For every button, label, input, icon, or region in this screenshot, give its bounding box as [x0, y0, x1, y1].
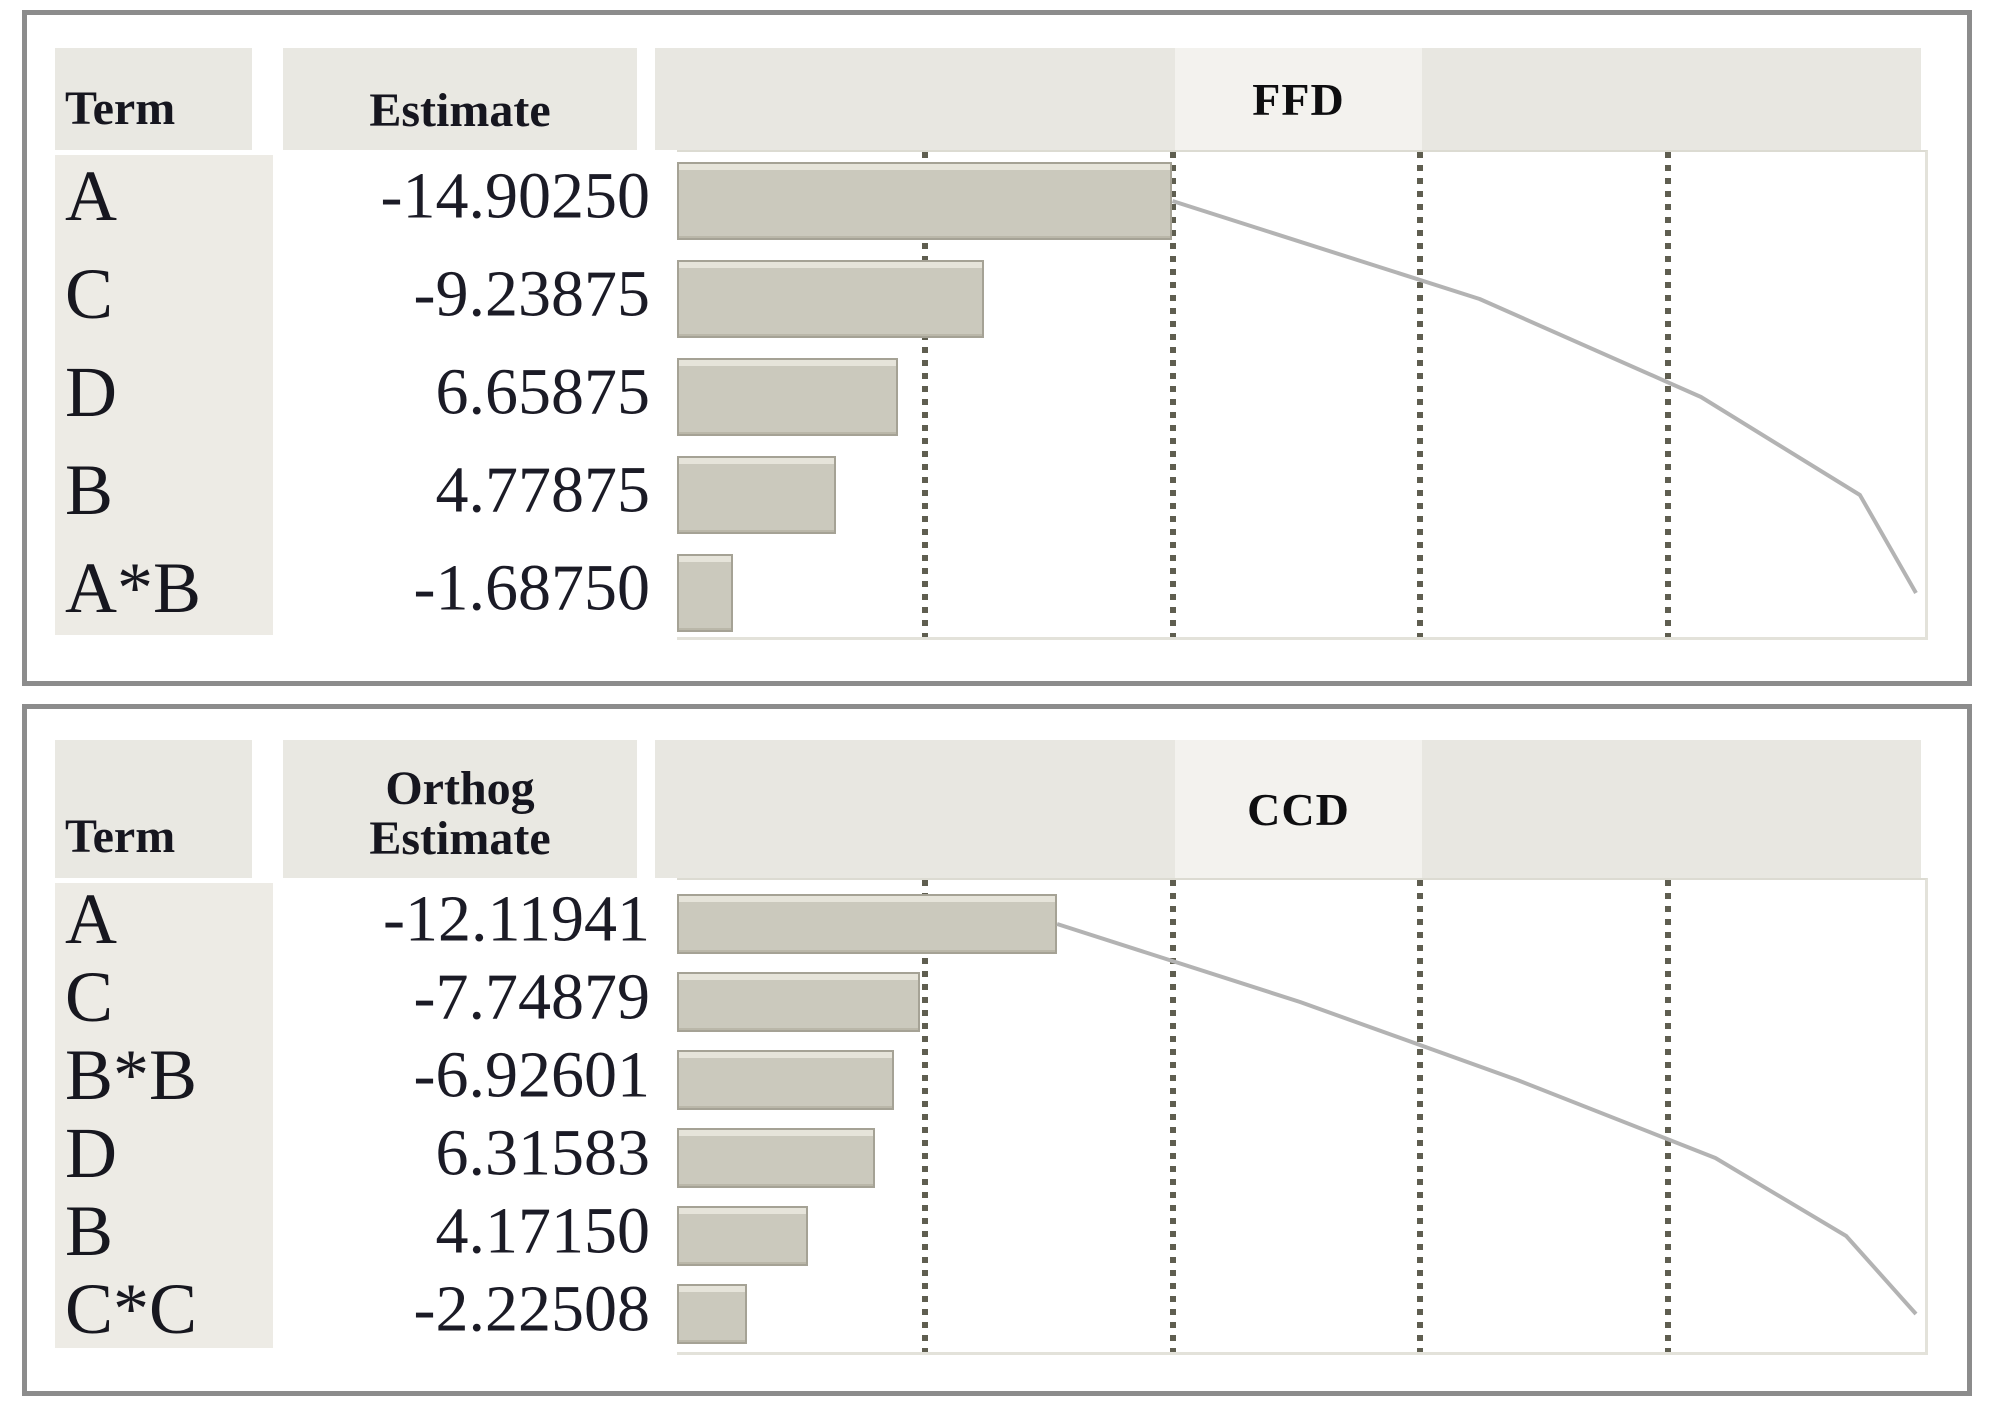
estimate-value: 4.77875: [435, 453, 651, 527]
estimate-bar: [677, 358, 898, 436]
estimate-header-line: Estimate: [369, 812, 551, 866]
term-column-header: Term: [55, 740, 252, 878]
term-label: A: [65, 879, 117, 960]
chart-header-title-segment: CCD: [1175, 740, 1422, 878]
estimate-bar: [677, 1050, 894, 1110]
term-column-background: [55, 155, 273, 635]
chart-header-segment: [1422, 48, 1921, 150]
cumulative-pct-gridline: [1665, 880, 1671, 1352]
pareto-panel-ccd: Term Orthog Estimate CCD A -12.11941 C -7.74…: [22, 704, 1972, 1396]
cumulative-line: [1171, 199, 1918, 594]
pareto-plot-area: [677, 150, 1928, 640]
chart-header-segment: [1422, 740, 1921, 878]
pareto-plot-area: [677, 878, 1928, 1355]
chart-header-segment: [655, 740, 1175, 878]
cumulative-line: [1056, 922, 1918, 1316]
estimate-column-header: Orthog Estimate: [283, 740, 637, 878]
cumulative-pct-gridline: [1170, 880, 1176, 1352]
term-label: B*B: [65, 1035, 198, 1116]
estimate-column-header: Estimate: [283, 48, 637, 150]
term-label: C*C: [65, 1269, 198, 1350]
estimate-value: -6.92601: [413, 1038, 650, 1112]
term-label: A*B: [65, 548, 202, 629]
pareto-panel-ffd: Term Estimate FFD A -14.90250 C -9.23875 D 6.…: [22, 10, 1972, 686]
term-label: D: [65, 1113, 117, 1194]
estimate-value: -1.68750: [413, 551, 650, 625]
term-label: D: [65, 352, 117, 433]
chart-header: FFD: [655, 48, 1921, 150]
cumulative-pct-gridline: [1417, 152, 1423, 637]
estimate-header-line: Estimate: [369, 84, 551, 138]
cumulative-pct-gridline: [1417, 880, 1423, 1352]
estimate-value: -12.11941: [382, 882, 650, 956]
estimate-bar: [677, 162, 1172, 240]
chart-title: CCD: [1247, 783, 1350, 835]
term-label: B: [65, 450, 114, 531]
estimate-value: -2.22508: [413, 1272, 650, 1346]
estimate-bar: [677, 260, 984, 338]
estimate-value: -7.74879: [413, 960, 650, 1034]
estimate-value: 4.17150: [435, 1194, 651, 1268]
term-label: B: [65, 1191, 114, 1272]
estimate-value: -9.23875: [413, 257, 650, 331]
estimate-bar: [677, 1128, 875, 1188]
estimate-value: 6.65875: [435, 355, 651, 429]
estimate-value: -14.90250: [380, 159, 650, 233]
term-label: C: [65, 957, 114, 1038]
term-label: C: [65, 254, 114, 335]
estimate-bar: [677, 1206, 808, 1266]
chart-header: CCD: [655, 740, 1921, 878]
term-label: A: [65, 156, 117, 237]
cumulative-pct-gridline: [1665, 152, 1671, 637]
cumulative-pct-gridline: [922, 152, 928, 637]
estimate-bar: [677, 894, 1057, 954]
estimate-bar: [677, 554, 733, 632]
cumulative-pct-gridline: [1170, 152, 1176, 637]
chart-header-segment: [655, 48, 1175, 150]
cumulative-pct-gridline: [922, 880, 928, 1352]
term-column-background: [55, 883, 273, 1348]
chart-header-title-segment: FFD: [1175, 48, 1422, 150]
chart-title: FFD: [1252, 73, 1345, 125]
estimate-header-line: Orthog: [385, 762, 535, 816]
term-column-header: Term: [55, 48, 252, 150]
estimate-value: 6.31583: [435, 1116, 651, 1190]
estimate-bar: [677, 456, 836, 534]
estimate-bar: [677, 1284, 747, 1344]
estimate-bar: [677, 972, 920, 1032]
